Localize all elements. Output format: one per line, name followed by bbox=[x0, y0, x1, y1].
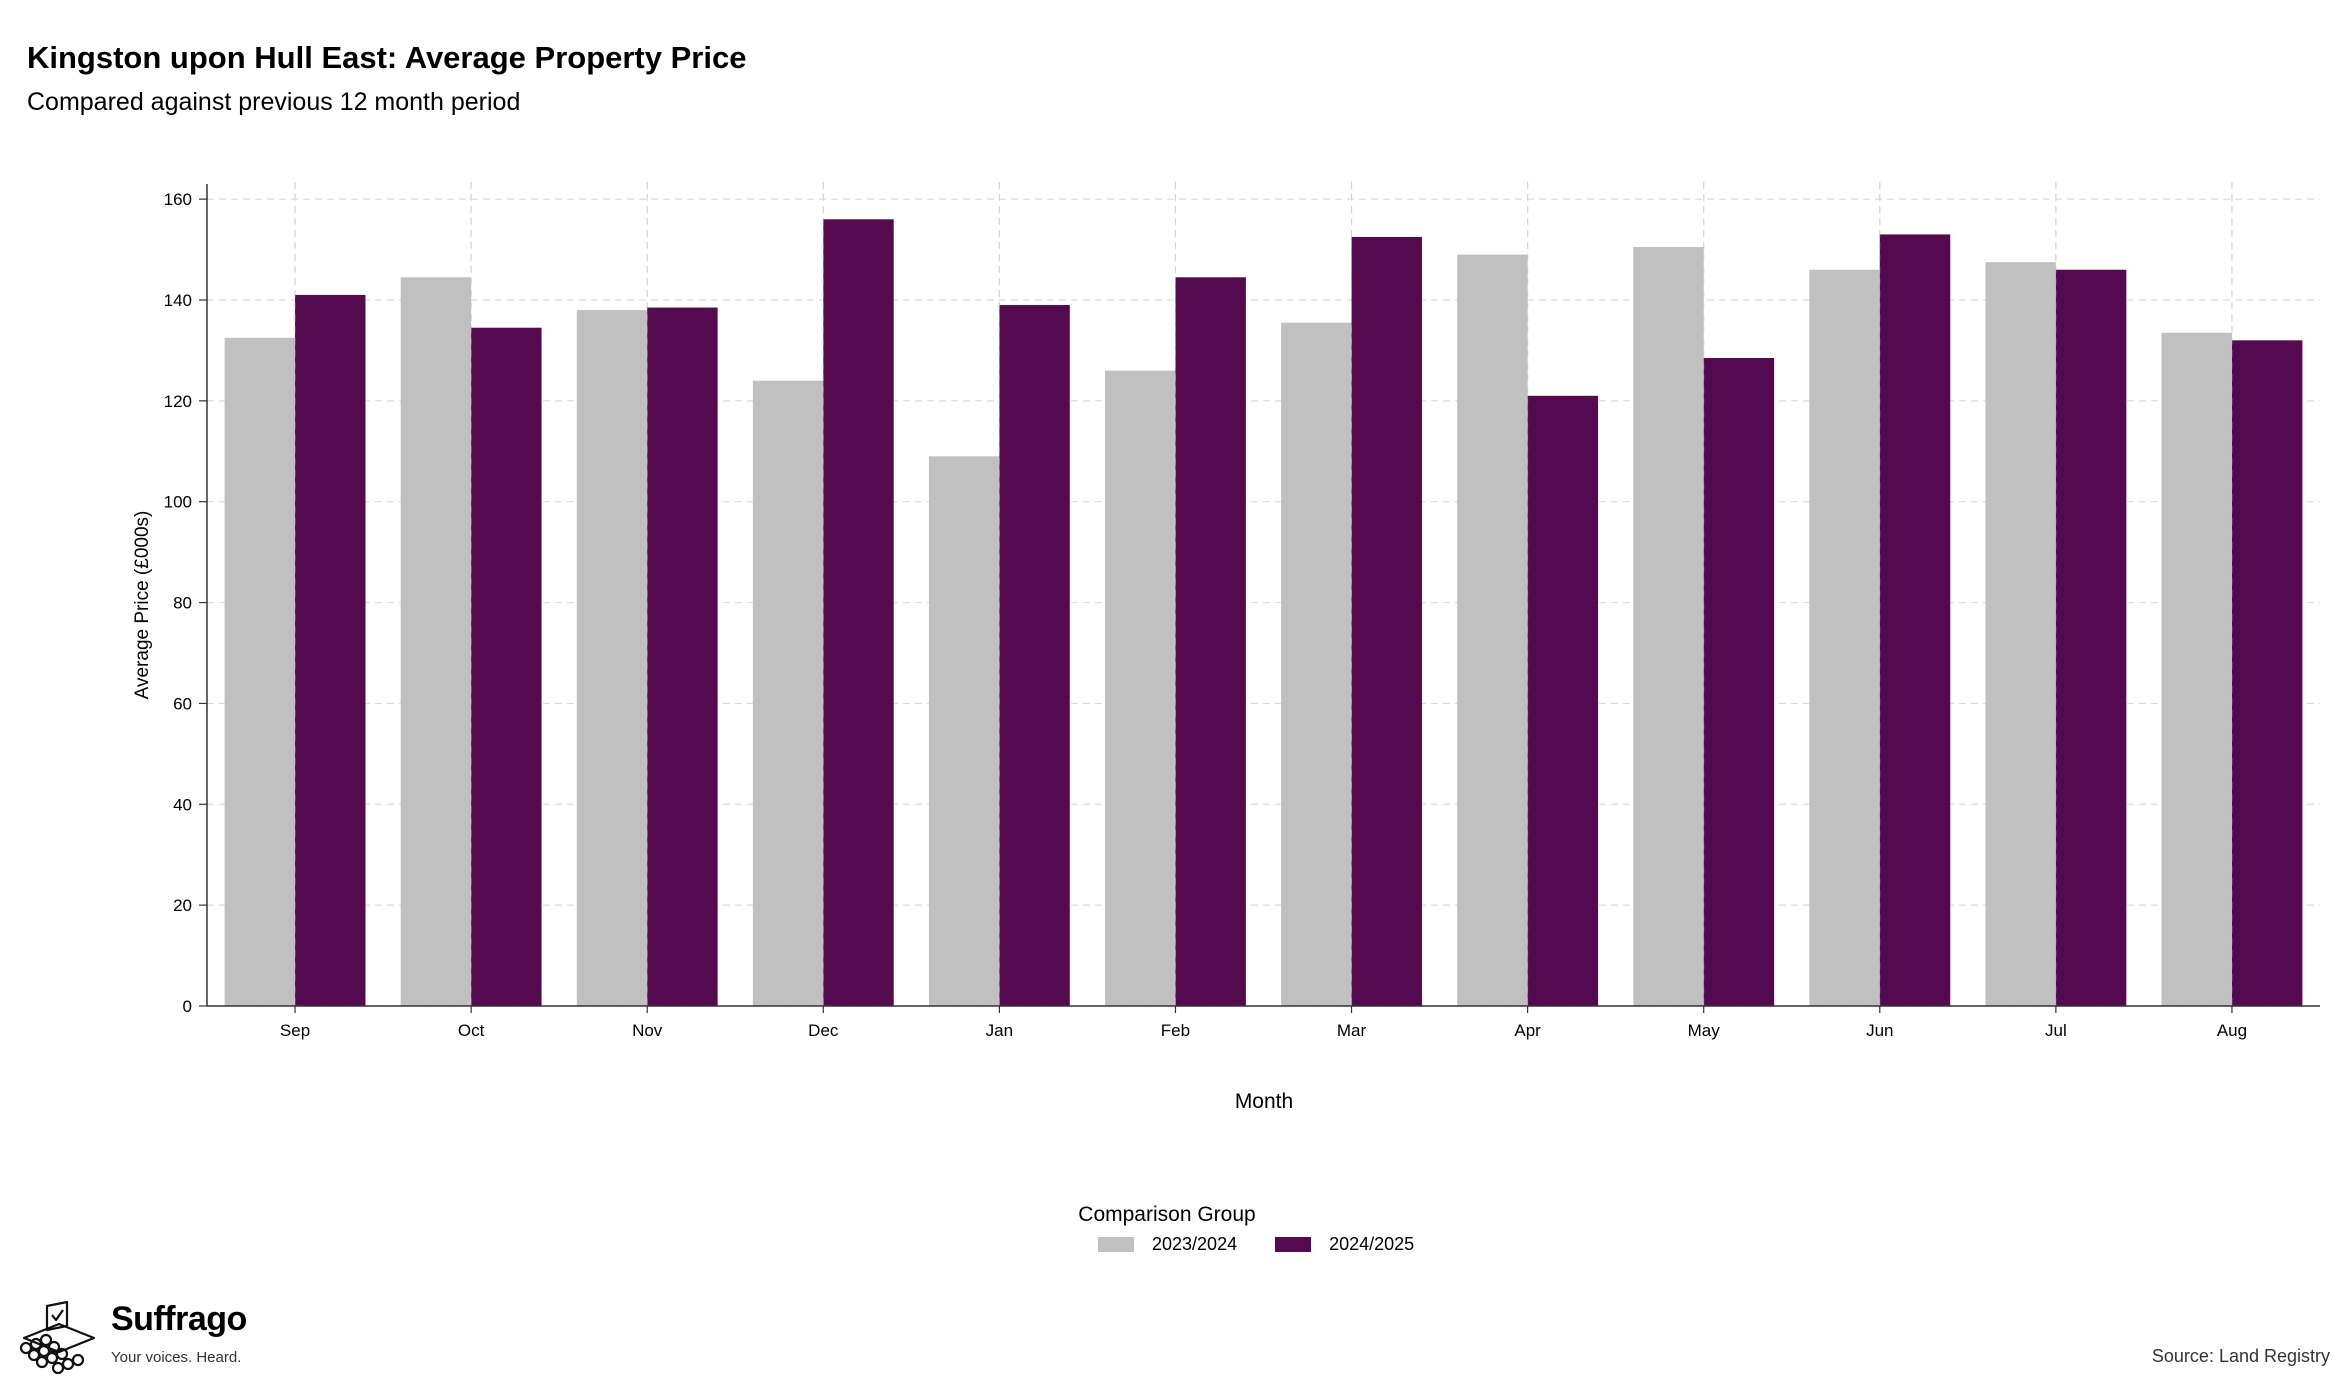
bar-2024-2025-oct bbox=[471, 327, 542, 1006]
bar-2023-2024-jan bbox=[928, 456, 1000, 1006]
x-tick-label: Aug bbox=[2217, 1021, 2247, 1040]
brand-tagline: Your voices. Heard. bbox=[111, 1349, 242, 1366]
legend-swatch-2024-2025 bbox=[1275, 1237, 1312, 1252]
ballot-box-logo-icon bbox=[19, 1300, 96, 1375]
x-tick-label: Jun bbox=[1866, 1021, 1893, 1040]
y-tick-label: 20 bbox=[173, 896, 192, 915]
y-tick-label: 140 bbox=[164, 291, 192, 310]
legend-label-2023-2024: 2023/2024 bbox=[1152, 1234, 1238, 1254]
bar-2023-2024-sep bbox=[224, 337, 296, 1006]
y-tick-label: 0 bbox=[183, 997, 192, 1016]
bar-2024-2025-mar bbox=[1351, 236, 1422, 1006]
bar-2024-2025-apr bbox=[1527, 395, 1599, 1006]
chart-subtitle: Compared against previous 12 month perio… bbox=[27, 88, 521, 116]
y-tick-label: 60 bbox=[173, 694, 192, 713]
bar-2024-2025-aug bbox=[2231, 340, 2303, 1006]
axes: 0 20 40 60 80 100 120 140 160 Sep Oct Nov Dec Jan Feb M… bbox=[164, 182, 2320, 1040]
bar-2024-2025-sep bbox=[295, 294, 366, 1006]
bar-2023-2024-jun bbox=[1809, 269, 1880, 1006]
x-tick-label: May bbox=[1688, 1021, 1721, 1040]
bar-2024-2025-jul bbox=[2055, 269, 2127, 1006]
x-tick-label: Nov bbox=[632, 1021, 663, 1040]
bar-chart: 0 20 40 60 80 100 120 140 160 Sep Oct Nov Dec Jan Feb M… bbox=[132, 182, 2320, 1113]
source-note: Source: Land Registry bbox=[2151, 1346, 2330, 1366]
x-axis-title: Month bbox=[1235, 1090, 1293, 1113]
bar-2023-2024-oct bbox=[400, 277, 472, 1007]
bar-2023-2024-dec bbox=[752, 380, 824, 1007]
y-tick-label: 100 bbox=[164, 493, 192, 512]
bar-2024-2025-jan bbox=[999, 305, 1070, 1007]
legend-item-2023-2024: 2023/2024 bbox=[1098, 1234, 1237, 1255]
y-tick-label: 80 bbox=[173, 594, 192, 613]
bar-2024-2025-jun bbox=[1879, 234, 1951, 1006]
bar-2024-2025-may bbox=[1703, 357, 1775, 1007]
x-tick-label: Apr bbox=[1514, 1021, 1541, 1040]
legend-item-2024-2025: 2024/2025 bbox=[1275, 1234, 1414, 1255]
brand-name: Suffrago bbox=[111, 1300, 247, 1338]
x-tick-label: Jul bbox=[2045, 1021, 2067, 1040]
bars bbox=[224, 219, 2303, 1007]
y-tick-label: 160 bbox=[164, 190, 192, 209]
bar-2023-2024-jul bbox=[1985, 262, 2056, 1006]
bar-2024-2025-nov bbox=[647, 307, 718, 1007]
bar-2023-2024-mar bbox=[1281, 322, 1352, 1006]
bar-2023-2024-aug bbox=[2161, 332, 2232, 1007]
legend-swatch-2023-2024 bbox=[1098, 1237, 1134, 1252]
bar-2023-2024-apr bbox=[1457, 254, 1528, 1007]
chart-title: Kingston upon Hull East: Average Propert… bbox=[27, 40, 747, 75]
bar-2024-2025-dec bbox=[823, 219, 894, 1007]
bar-2023-2024-feb bbox=[1105, 370, 1176, 1006]
x-tick-label: Feb bbox=[1161, 1021, 1190, 1040]
legend: 2023/2024 2024/2025 bbox=[1098, 1234, 1452, 1255]
bar-2024-2025-feb bbox=[1175, 277, 1246, 1007]
bar-2023-2024-may bbox=[1633, 247, 1704, 1006]
x-tick-label: Dec bbox=[808, 1021, 839, 1040]
bar-2023-2024-nov bbox=[576, 310, 648, 1006]
y-tick-label: 120 bbox=[164, 392, 192, 411]
x-tick-label: Sep bbox=[280, 1021, 310, 1040]
x-tick-label: Mar bbox=[1337, 1021, 1367, 1040]
x-tick-label: Jan bbox=[986, 1021, 1013, 1040]
legend-title: Comparison Group bbox=[1078, 1203, 1256, 1226]
y-tick-label: 40 bbox=[173, 795, 192, 814]
legend-label-2024-2025: 2024/2025 bbox=[1329, 1234, 1415, 1254]
x-tick-label: Oct bbox=[458, 1021, 485, 1040]
y-axis-title: Average Price (£000s) bbox=[132, 511, 153, 700]
